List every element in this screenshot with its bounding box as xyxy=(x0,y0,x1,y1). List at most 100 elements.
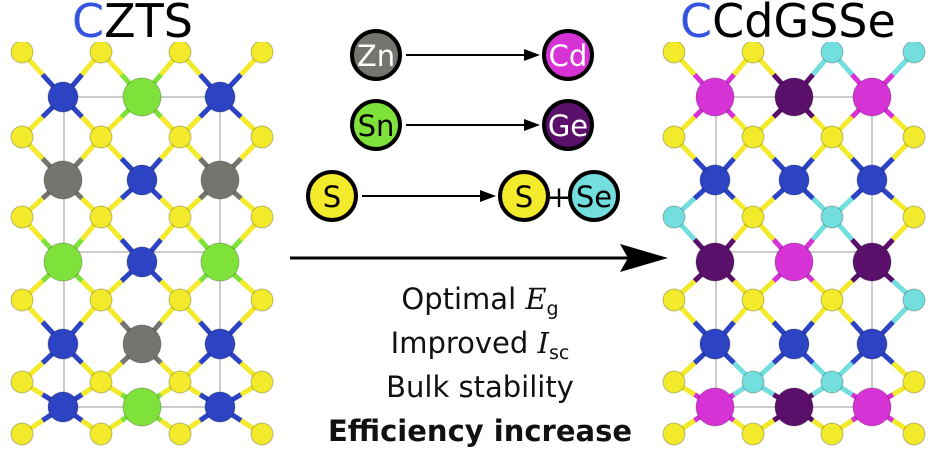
property-improved-isc: Improved Isc xyxy=(280,326,680,364)
property-subscript: g xyxy=(546,298,559,320)
se-label: Se xyxy=(576,180,612,214)
property-text: Efficiency increase xyxy=(327,414,633,448)
anion-atom-s xyxy=(250,205,274,229)
czts-crystal-structure xyxy=(10,42,274,446)
sn-label: Sn xyxy=(358,109,395,143)
cation-atom-cu xyxy=(778,328,810,360)
czts-title: CZTS xyxy=(72,0,193,48)
cation-atom-cu xyxy=(204,391,236,423)
anion-atom-s xyxy=(10,422,34,446)
arrowhead-icon xyxy=(480,190,496,202)
cation-atom-cu xyxy=(856,328,888,360)
cation-atom-cu xyxy=(856,164,888,196)
anion-atom-s xyxy=(168,422,192,446)
cation-atom-cu xyxy=(699,328,731,360)
anion-atom-s xyxy=(168,42,192,64)
s-label-from: S xyxy=(323,180,341,214)
ccdgsse-title: CCdGSSe xyxy=(680,0,896,48)
cation-atom-cu xyxy=(778,164,810,196)
anion-atom-se xyxy=(820,370,844,394)
cd-atom xyxy=(542,29,594,81)
anion-atom-s xyxy=(89,42,113,64)
anion-atom-s xyxy=(741,205,765,229)
ge-label: Ge xyxy=(548,109,588,143)
property-symbol: E xyxy=(525,282,547,316)
cation-atom-cd xyxy=(695,77,735,117)
cation-atom-zn xyxy=(200,160,240,200)
property-subscript: sc xyxy=(548,342,570,364)
ge-atom xyxy=(542,99,594,151)
anion-atom-s xyxy=(902,422,926,446)
cation-atom-zn xyxy=(122,324,162,364)
anion-atom-s xyxy=(662,125,686,149)
anion-atom-s xyxy=(741,288,765,312)
property-optimal-eg: Optimal Eg xyxy=(280,282,680,320)
cation-atom-cu xyxy=(204,81,236,113)
zn-atom xyxy=(350,29,402,81)
anion-atom-s xyxy=(89,205,113,229)
ccdgsse-title-rest: CdGSSe xyxy=(712,0,896,48)
cation-atom-sn xyxy=(122,77,162,117)
czts-title-rest: ZTS xyxy=(104,0,193,48)
cation-atom-sn xyxy=(122,387,162,427)
ccdgsse-title-prefix: C xyxy=(680,0,713,48)
arrowhead-icon xyxy=(524,119,540,131)
s-atom-to xyxy=(498,170,550,222)
substitution-sn-ge: Sn Ge xyxy=(350,99,594,151)
cation-atom-cd xyxy=(695,387,735,427)
cation-atom-sn xyxy=(200,242,240,282)
cation-atom-zn xyxy=(43,160,83,200)
anion-atom-s xyxy=(10,125,34,149)
anion-atom-se xyxy=(820,42,844,64)
anion-atom-s xyxy=(662,422,686,446)
anion-atom-s xyxy=(89,125,113,149)
anion-atom-se xyxy=(662,205,686,229)
anion-atom-s xyxy=(10,42,34,64)
cation-atom-cd xyxy=(852,77,892,117)
anion-atom-s xyxy=(741,125,765,149)
cation-atom-cd xyxy=(852,387,892,427)
property-text: Optimal xyxy=(401,282,526,316)
anion-atom-s xyxy=(168,288,192,312)
substitution-zn-cd: Zn Cd xyxy=(350,29,594,81)
anion-atom-s xyxy=(250,288,274,312)
main-transformation-arrow xyxy=(290,244,668,272)
anion-atom-se xyxy=(820,205,844,229)
anion-atom-s xyxy=(89,422,113,446)
cation-atom-cd xyxy=(774,242,814,282)
anion-atom-s xyxy=(168,205,192,229)
cation-atom-ge xyxy=(774,387,814,427)
cd-label: Cd xyxy=(549,39,588,73)
property-text: Bulk stability xyxy=(386,370,574,404)
cation-atom-cu xyxy=(47,81,79,113)
sn-atom xyxy=(350,99,402,151)
anion-atom-s xyxy=(741,422,765,446)
substitution-scheme: Zn Cd Sn Ge S S + Se xyxy=(290,29,668,272)
anion-atom-s xyxy=(250,370,274,394)
anion-atom-s xyxy=(89,288,113,312)
cation-atom-cu xyxy=(204,328,236,360)
anion-atom-s xyxy=(662,370,686,394)
anion-atom-s xyxy=(89,370,113,394)
cation-atom-sn xyxy=(43,242,83,282)
anion-atom-se xyxy=(741,370,765,394)
property-bulk-stability: Bulk stability xyxy=(280,370,680,404)
plus-sign: + xyxy=(547,180,571,214)
substitution-s-sse: S S + Se xyxy=(306,170,620,222)
zn-label: Zn xyxy=(357,39,395,73)
cation-atom-ge xyxy=(695,242,735,282)
s-label-to: S xyxy=(515,180,533,214)
cation-atom-cu xyxy=(126,246,158,278)
s-atom-from xyxy=(306,170,358,222)
main-arrowhead-icon xyxy=(620,244,668,272)
anion-atom-s xyxy=(250,125,274,149)
cation-atom-cu xyxy=(126,164,158,196)
cation-atom-cu xyxy=(699,164,731,196)
anion-atom-se xyxy=(902,288,926,312)
anion-atom-s xyxy=(662,288,686,312)
anion-atom-s xyxy=(820,422,844,446)
czts-title-prefix: C xyxy=(72,0,105,48)
anion-atom-s xyxy=(902,125,926,149)
anion-atom-s xyxy=(168,125,192,149)
property-efficiency-increase: Efficiency increase xyxy=(280,414,680,448)
